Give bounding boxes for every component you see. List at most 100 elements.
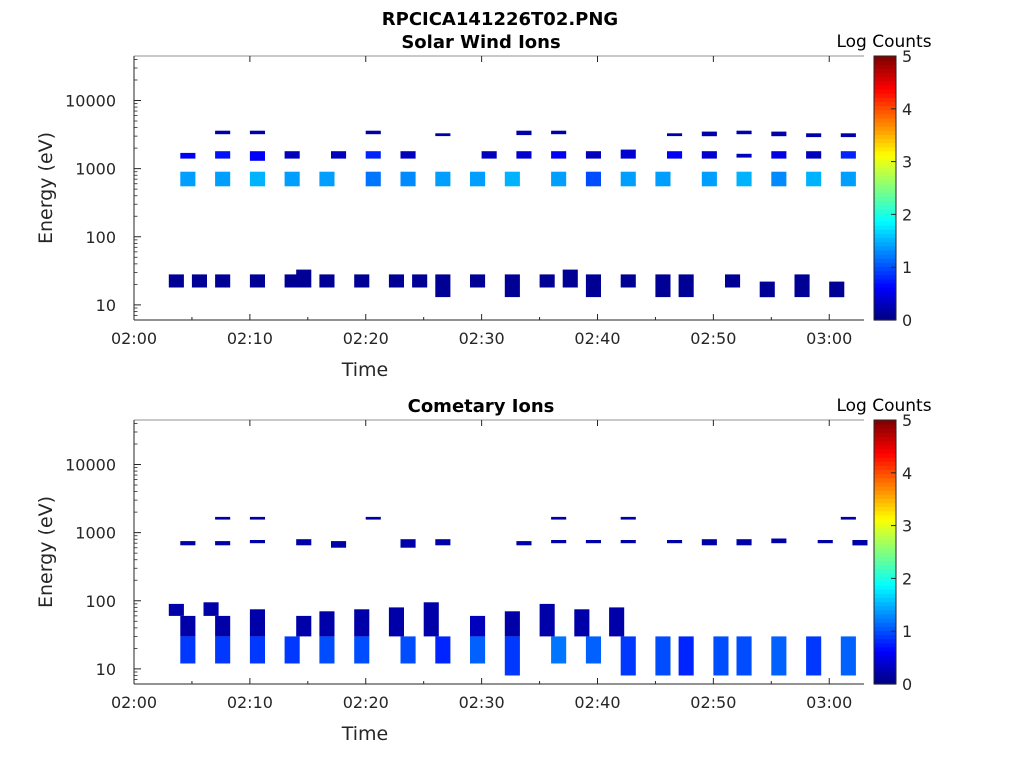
data-cell bbox=[331, 541, 347, 548]
colorbar-segment bbox=[874, 667, 896, 673]
x-tick-label: 02:20 bbox=[343, 329, 389, 348]
data-cell bbox=[296, 615, 312, 637]
colorbar-segment bbox=[874, 93, 896, 98]
colorbar-segment bbox=[874, 311, 896, 317]
data-cell bbox=[481, 151, 497, 159]
data-cell bbox=[354, 636, 370, 664]
data-cell bbox=[701, 171, 717, 187]
colorbar-segment bbox=[874, 80, 896, 86]
colorbar-segment bbox=[874, 126, 896, 131]
colorbar-segment bbox=[874, 547, 896, 553]
colorbar-segment bbox=[874, 646, 896, 652]
colorbar-segment bbox=[874, 634, 896, 640]
colorbar-segment bbox=[874, 601, 896, 607]
colorbar-segment bbox=[874, 204, 896, 210]
data-cell bbox=[585, 274, 601, 298]
y-tick-label: 100 bbox=[85, 228, 116, 247]
colorbar-segment bbox=[874, 307, 896, 313]
data-cell bbox=[701, 539, 717, 546]
data-cell bbox=[400, 636, 416, 664]
data-cell bbox=[551, 636, 567, 664]
colorbar-tick-label: 5 bbox=[902, 47, 912, 66]
colorbar-label: Log Counts bbox=[836, 396, 931, 416]
data-cell bbox=[412, 274, 428, 288]
colorbar-segment bbox=[874, 155, 896, 160]
colorbar-frame bbox=[873, 55, 897, 321]
colorbar-segment bbox=[874, 241, 896, 247]
data-cell bbox=[678, 636, 694, 676]
data-cell bbox=[794, 274, 810, 298]
data-cell bbox=[249, 516, 265, 520]
data-cell bbox=[284, 636, 300, 664]
data-cell bbox=[180, 615, 196, 637]
colorbar-segment bbox=[874, 117, 896, 123]
colorbar-segment bbox=[874, 237, 896, 243]
colorbar-segment bbox=[874, 630, 896, 636]
data-cell bbox=[284, 171, 300, 187]
colorbar-segment bbox=[874, 138, 896, 144]
colorbar-segment bbox=[874, 72, 896, 78]
data-cell bbox=[585, 171, 601, 187]
colorbar-segment bbox=[874, 266, 896, 272]
data-cell bbox=[319, 611, 335, 637]
data-cell bbox=[736, 130, 752, 135]
data-cell bbox=[354, 609, 370, 637]
colorbar-tick-label: 1 bbox=[902, 258, 912, 277]
colorbar-segment bbox=[874, 502, 896, 508]
data-cell bbox=[562, 269, 578, 288]
colorbar-segment bbox=[874, 179, 896, 185]
data-cell bbox=[759, 281, 775, 298]
data-cell bbox=[470, 171, 486, 187]
colorbar-segment bbox=[874, 233, 896, 239]
colorbar-segment bbox=[874, 76, 896, 82]
colorbar-segment bbox=[874, 89, 896, 94]
colorbar-segment bbox=[874, 675, 896, 681]
colorbar-segment bbox=[874, 568, 896, 574]
colorbar-segment bbox=[874, 278, 896, 284]
colorbar-segment bbox=[874, 671, 896, 677]
data-cell bbox=[551, 516, 567, 520]
colorbar-tick-label: 4 bbox=[902, 100, 912, 119]
data-cell bbox=[840, 516, 856, 520]
data-cell bbox=[516, 151, 532, 159]
data-cell bbox=[806, 151, 822, 159]
colorbar-segment bbox=[874, 167, 896, 173]
data-cell bbox=[806, 133, 822, 138]
data-cell bbox=[365, 516, 381, 520]
data-cell bbox=[539, 274, 555, 288]
data-cell bbox=[388, 607, 404, 637]
data-cell bbox=[771, 171, 787, 187]
data-cell bbox=[319, 636, 335, 664]
colorbar-segment bbox=[874, 171, 896, 177]
data-cell bbox=[365, 130, 381, 135]
data-cell bbox=[284, 151, 300, 159]
colorbar-segment bbox=[874, 262, 896, 267]
data-cell bbox=[667, 540, 683, 544]
data-cell bbox=[180, 541, 196, 546]
data-cell bbox=[470, 636, 486, 664]
colorbar-segment bbox=[874, 556, 896, 561]
colorbar-segment bbox=[874, 229, 896, 234]
data-cell bbox=[203, 602, 219, 616]
data-cell bbox=[249, 609, 265, 637]
data-cell bbox=[504, 274, 520, 298]
data-cell bbox=[667, 151, 683, 159]
colorbar-segment bbox=[874, 663, 896, 669]
colorbar-label: Log Counts bbox=[836, 32, 931, 52]
colorbar-segment bbox=[874, 212, 896, 218]
data-cell bbox=[319, 274, 335, 288]
solar-wind-ions-panel: Solar Wind Ions 02:00 02:10 02:20 02:30 02:40… bbox=[35, 32, 932, 381]
data-cell bbox=[551, 171, 567, 187]
data-cell bbox=[215, 171, 231, 187]
data-cell bbox=[817, 540, 833, 544]
data-cell bbox=[620, 540, 636, 544]
colorbar-segment bbox=[874, 101, 896, 107]
colorbar-segment bbox=[874, 420, 896, 425]
colorbar-segment bbox=[874, 626, 896, 631]
colorbar-segment bbox=[874, 580, 896, 586]
colorbar-segment bbox=[874, 150, 896, 156]
colorbar-segment bbox=[874, 424, 896, 429]
colorbar-segment bbox=[874, 315, 896, 321]
x-tick-label: 02:50 bbox=[690, 329, 736, 348]
colorbar-segment bbox=[874, 60, 896, 65]
